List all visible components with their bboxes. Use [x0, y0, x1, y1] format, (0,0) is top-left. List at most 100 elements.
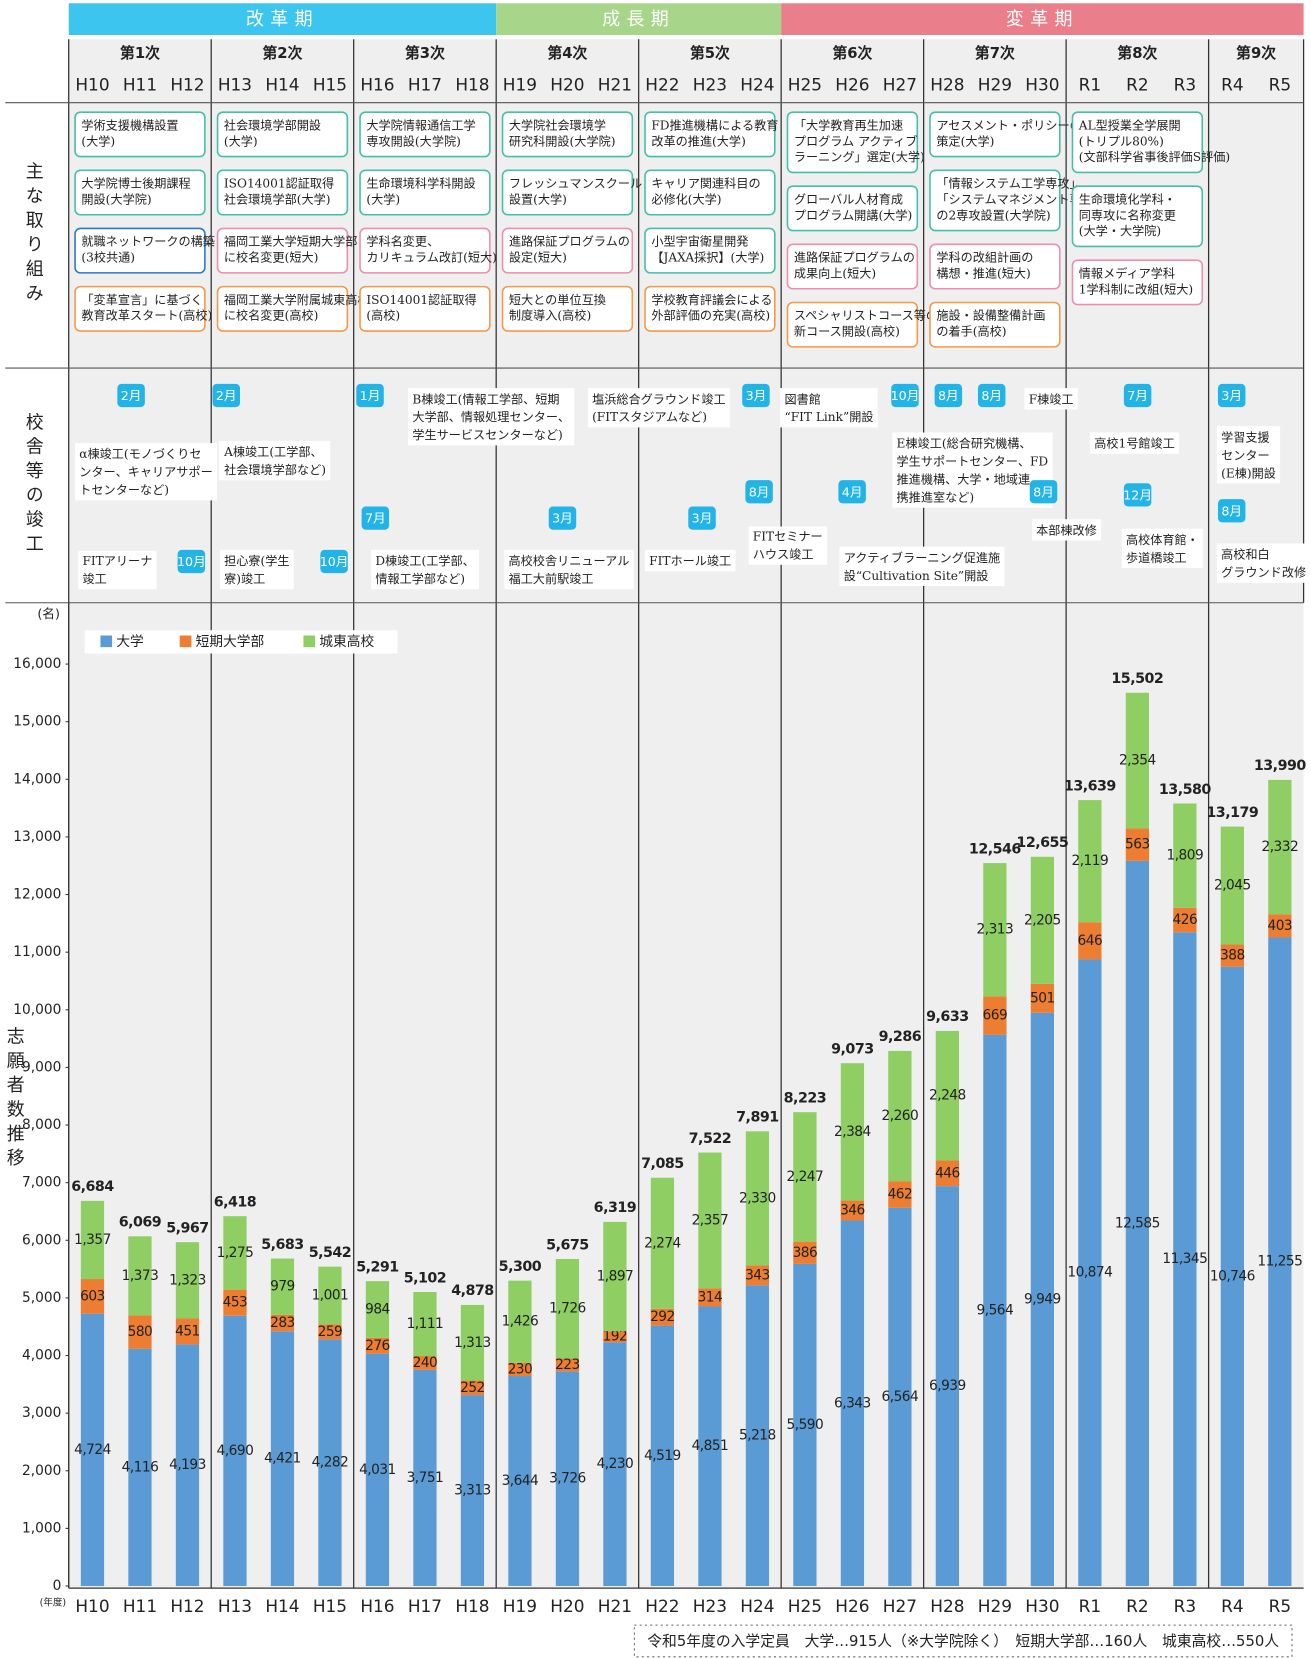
y-tick-label: 3,000: [22, 1405, 61, 1421]
y-tick-label: 0: [53, 1578, 62, 1594]
initiative-text: 新コース開設(高校): [794, 324, 900, 339]
bar-segment: [983, 1034, 1007, 1586]
month-badge: [1217, 383, 1246, 408]
initiative-box: [501, 111, 634, 158]
initiative-box: [501, 285, 634, 332]
x-tick-label: R3: [1174, 1596, 1197, 1616]
initiative-box: [1071, 185, 1204, 248]
initiative-text: 制度導入(高校): [509, 308, 591, 323]
month-label: 3月: [1221, 388, 1242, 403]
initiative-text: プログラム開講(大学): [794, 207, 912, 222]
initiative-box: [644, 111, 776, 158]
legend-label: 城東高校: [319, 633, 374, 650]
bar-segment: [80, 1200, 105, 1280]
initiative-box: [359, 169, 491, 216]
value-label: 223: [555, 1357, 580, 1373]
value-label: 979: [270, 1279, 295, 1295]
bar-segment: [270, 1331, 295, 1586]
construction-bg: [218, 440, 331, 481]
initiative-box: [216, 111, 349, 158]
initiative-box: [1071, 111, 1204, 174]
legend-swatch: [100, 635, 113, 648]
value-label: 1,373: [122, 1268, 159, 1284]
x-tick-label: R5: [1269, 1596, 1292, 1616]
initiative-text: 進路保証プログラムの: [794, 250, 915, 265]
value-label: 2,354: [1119, 753, 1156, 769]
construction-bg: [587, 388, 730, 428]
construction-line: F棟竣工: [1029, 391, 1074, 406]
bar-segment: [603, 1331, 627, 1343]
construction-line: ハウス竣工: [753, 547, 814, 562]
construction-text: 担心寮(学生寮)竣工: [224, 553, 289, 586]
month-badge: [934, 383, 963, 408]
initiative-text: 生命環境化学科・: [1079, 191, 1176, 206]
value-label: 4,230: [597, 1456, 634, 1472]
total-label: 9,633: [926, 1009, 968, 1025]
value-label: 4,851: [692, 1438, 729, 1454]
bar-segment: [175, 1318, 200, 1345]
bar-segment: [793, 1263, 817, 1586]
y-tick-label: 11,000: [13, 944, 61, 960]
initiative-box: [501, 227, 634, 274]
month-badge: [977, 383, 1006, 408]
bar-segment: [1173, 803, 1197, 908]
construction-bg: [780, 388, 878, 428]
initiative-text: 「情報システム工学専攻」、: [936, 176, 1087, 191]
bar-segment: [1030, 856, 1055, 984]
value-label: 403: [1268, 918, 1293, 934]
construction-bg: [371, 549, 480, 590]
total-label: 13,990: [1254, 758, 1306, 774]
month-label: 8月: [938, 388, 959, 403]
value-label: 3,644: [502, 1473, 539, 1489]
bar-segment: [1220, 944, 1244, 967]
phase-name: 第7次: [975, 44, 1015, 62]
month-badge: [117, 383, 145, 408]
initiative-box: [786, 301, 919, 348]
bar-segment: [745, 1131, 770, 1266]
construction-text: 高校1号館竣工: [1094, 436, 1175, 451]
initiative-text: の着手(高校): [936, 324, 1006, 339]
phase-name: 第3次: [405, 44, 445, 62]
initiative-text: 構想・推進(短大): [936, 265, 1030, 280]
construction-line: 情報工学部など): [375, 571, 465, 586]
initiative-text: (大学・大学院): [1079, 223, 1161, 238]
month-badge: [1123, 383, 1152, 408]
year-label: R2: [1126, 75, 1149, 95]
initiative-text: に校名変更(高校): [224, 308, 318, 323]
initiative-box: [359, 227, 491, 274]
construction-line: “FIT Link”開設: [784, 409, 873, 424]
construction-line: 設“Cultivation Site”開設: [844, 568, 989, 583]
construction-line: 携推進室など): [897, 490, 975, 505]
total-label: 5,542: [309, 1245, 351, 1261]
construction-text: 図書館 “FIT Link”開設: [784, 391, 873, 424]
value-label: 12,585: [1115, 1215, 1160, 1231]
initiative-box: [786, 111, 919, 174]
value-label: 2,260: [882, 1108, 919, 1124]
initiative-text: フレッシュマンスクール: [509, 177, 642, 191]
construction-bg: [1031, 519, 1102, 541]
x-tick-label: H28: [930, 1596, 964, 1616]
year-label: R3: [1174, 75, 1197, 95]
x-tick-label: H24: [740, 1596, 774, 1616]
initiative-text: 設置(大学): [509, 191, 567, 206]
construction-line: グラウンド改修: [1221, 565, 1306, 580]
construction-line: 高校和白: [1221, 547, 1270, 562]
bar-segment: [80, 1279, 105, 1314]
value-label: 1,726: [549, 1301, 586, 1317]
bar-segment: [80, 1313, 105, 1586]
value-label: 388: [1220, 948, 1245, 964]
year-label: H29: [978, 75, 1012, 95]
construction-bg: [219, 549, 294, 590]
bar-segment: [413, 1369, 437, 1586]
total-label: 4,878: [451, 1283, 494, 1299]
bar-segment: [318, 1339, 342, 1586]
bar-segment: [888, 1207, 912, 1586]
month-label: 3月: [552, 511, 573, 526]
initiative-box: [216, 285, 349, 332]
initiative-text: ISO14001認証取得: [224, 176, 334, 191]
initiative-box: [501, 169, 634, 216]
month-badge: [548, 506, 577, 530]
construction-line: 高校校舎リニューアル: [509, 553, 630, 568]
month-label: 8月: [749, 484, 770, 499]
